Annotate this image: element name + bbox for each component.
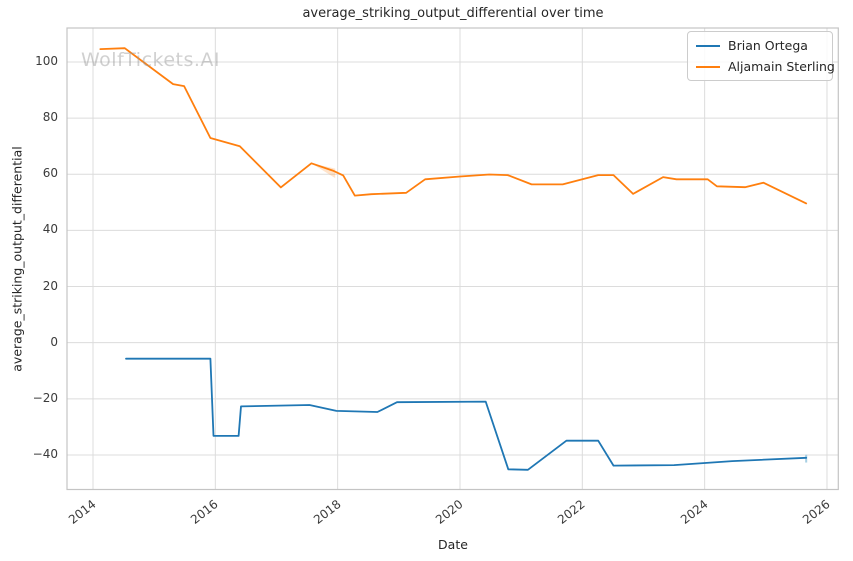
series-lines	[99, 47, 808, 471]
y-tick-100: 100	[35, 53, 58, 68]
legend-label: Aljamain Sterling	[728, 59, 835, 74]
annotations	[311, 163, 808, 463]
y-tick-40: 40	[42, 222, 58, 237]
y-tick-0: 0	[50, 334, 58, 349]
gridlines	[67, 28, 839, 490]
y-tick-20: 20	[42, 278, 58, 293]
legend: Brian Ortega Aljamain Sterling	[687, 31, 835, 81]
legend-swatch-icon	[696, 44, 720, 47]
watermark: WolfTickets.AI	[81, 49, 221, 71]
y-tick-60: 60	[42, 166, 58, 181]
y-tick-80: 80	[42, 110, 58, 125]
legend-swatch-icon	[696, 65, 720, 68]
legend-entry-aljamain-sterling: Aljamain Sterling	[696, 58, 835, 75]
chart-title: average_striking_output_differential ove…	[302, 6, 604, 21]
series-line-brian-ortega	[125, 357, 808, 471]
sterling-shaded-wedge	[311, 163, 336, 179]
axes-spines	[66, 27, 839, 491]
legend-label: Brian Ortega	[728, 38, 808, 53]
x-axis-label: Date	[438, 537, 468, 552]
y-tick-−40: −40	[32, 446, 58, 461]
y-tick-−20: −20	[32, 390, 58, 405]
series-line-aljamain-sterling	[99, 47, 808, 205]
legend-entry-brian-ortega: Brian Ortega	[696, 37, 823, 54]
